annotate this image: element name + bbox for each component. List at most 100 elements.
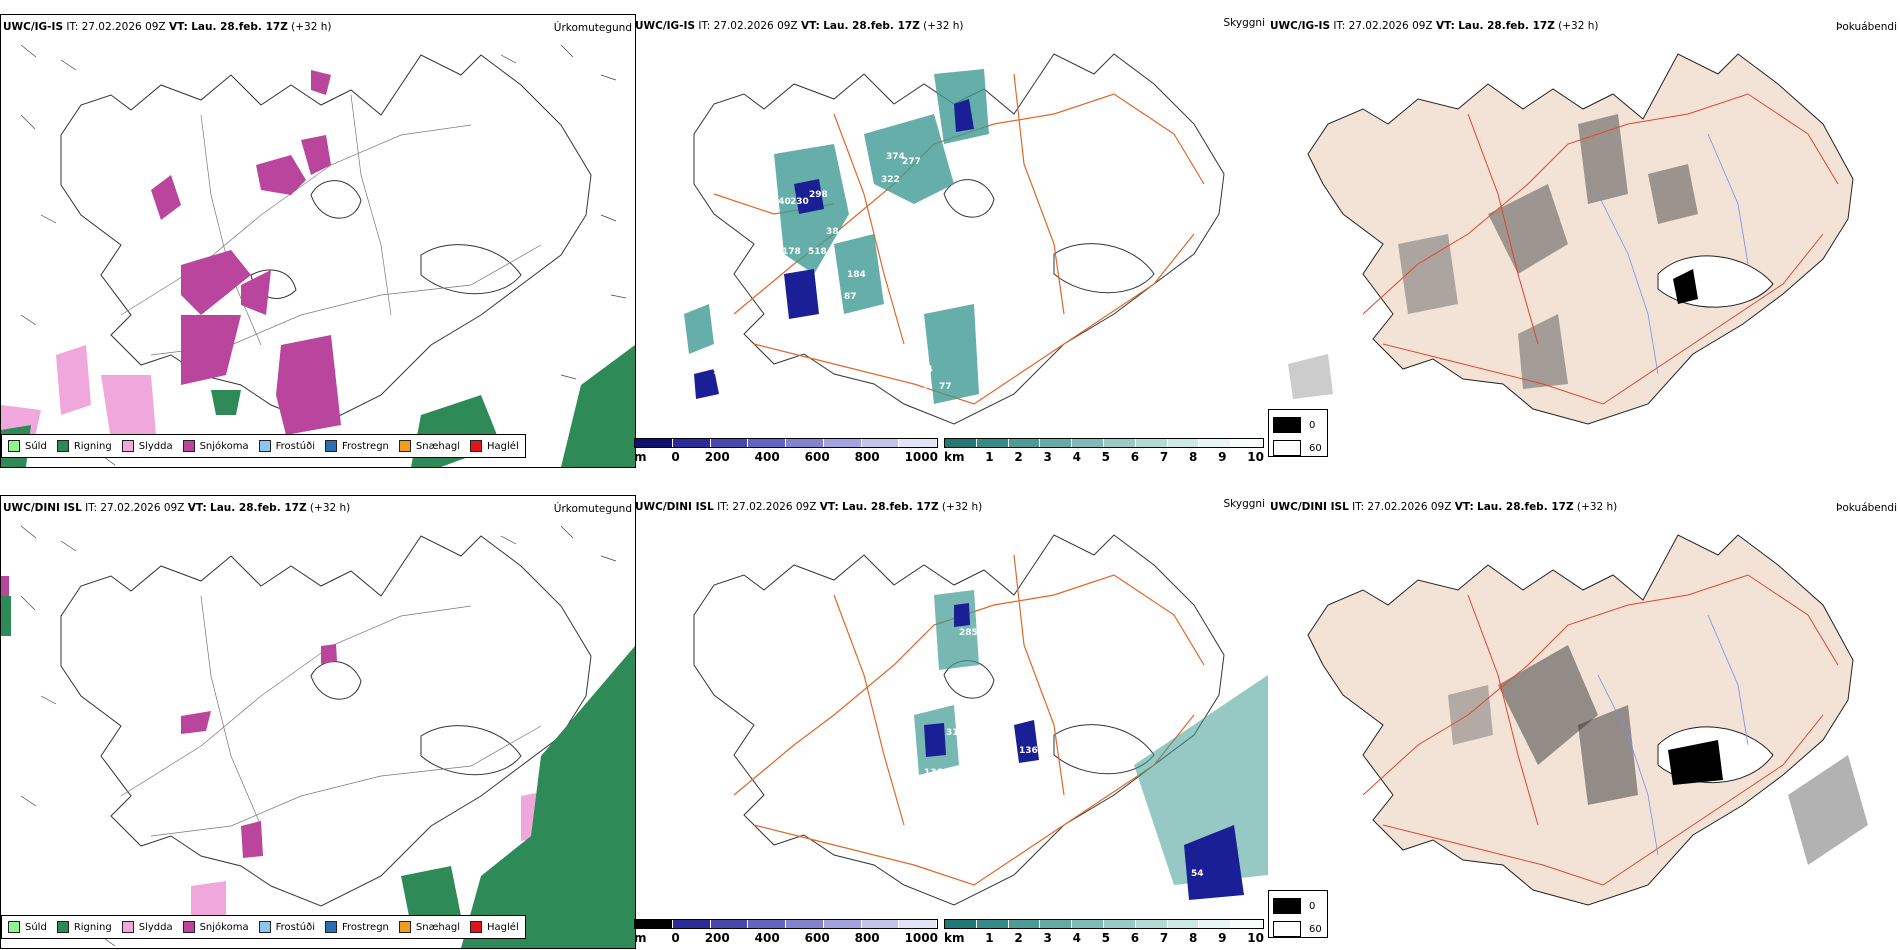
visibility-colorbar: km 1 2 3 4 5 6 7 8 9 10 xyxy=(944,919,1264,945)
unit-label: km xyxy=(944,931,965,945)
model-name: UWC/IG-IS xyxy=(635,20,696,32)
swatch-icon xyxy=(398,440,411,452)
legend-label: Snjókoma xyxy=(199,921,249,933)
vt-value: Lau. 28.feb. 17Z xyxy=(1458,20,1555,32)
rivers xyxy=(1597,614,1749,856)
tick-label: 9 xyxy=(1218,450,1227,464)
vt-value: Lau. 28.feb. 17Z xyxy=(191,21,288,33)
low-visibility-areas xyxy=(684,69,989,404)
it-value: 27.02.2026 09Z xyxy=(1348,20,1433,32)
tick-label: 800 xyxy=(854,931,880,945)
rivers xyxy=(1597,133,1749,375)
fog-panel-row2: UWC/DINI ISL IT: 27.02.2026 09Z VT: Lau.… xyxy=(1268,495,1900,947)
legend-label: Rigning xyxy=(73,440,112,452)
legend-label: Snæhagl xyxy=(415,440,461,452)
visibility-colorbar: km 1 2 3 4 5 6 7 8 9 10 xyxy=(944,438,1264,464)
tick-label: 8 xyxy=(1189,450,1198,464)
colorbar-gradient xyxy=(944,438,1264,448)
legend-item: Snjókoma xyxy=(182,440,249,452)
swatch-icon xyxy=(258,440,271,452)
swatch-icon xyxy=(325,440,337,452)
swatch-icon xyxy=(121,440,134,452)
iceland-precip-map-row1 xyxy=(1,44,635,467)
legend-value: 0 xyxy=(1309,419,1316,431)
value-label: 87 xyxy=(669,424,682,434)
swatch-icon xyxy=(258,921,271,933)
it-label: IT: xyxy=(1333,20,1346,32)
panel-title: Skyggni xyxy=(1223,17,1266,29)
model-name: UWC/DINI ISL xyxy=(1270,501,1349,513)
legend-item: Frostregn xyxy=(325,440,389,452)
value-label: 285 xyxy=(959,628,978,638)
precip-panel-row1: UWC/IG-IS IT: 27.02.2026 09Z VT: Lau. 28… xyxy=(0,14,636,468)
legend-label: Frostúði xyxy=(275,921,315,933)
legend-item: Frostregn xyxy=(325,921,389,933)
value-label: 184 xyxy=(914,365,933,375)
model-name: UWC/IG-IS xyxy=(1270,20,1331,32)
vt-label: VT: xyxy=(819,501,839,513)
tick-label: 7 xyxy=(1159,450,1169,464)
tick-label: 3 xyxy=(1043,450,1052,464)
it-label: IT: xyxy=(85,502,98,514)
value-label: 184 xyxy=(847,270,866,280)
coastline xyxy=(60,54,592,426)
legend-item: Slydda xyxy=(121,921,173,933)
iceland-fog-map-row1 xyxy=(1288,53,1854,425)
value-label: 113 xyxy=(909,387,928,397)
fog-legend: 0 60 xyxy=(1268,890,1328,938)
panel-header: UWC/DINI ISL IT: 27.02.2026 09Z VT: Lau.… xyxy=(635,501,982,514)
value-label: 136 xyxy=(1019,746,1038,756)
value-label: 122 xyxy=(945,833,964,843)
low-visibility-areas xyxy=(914,590,1268,900)
tick-label: 400 xyxy=(754,450,780,464)
panel-header: UWC/IG-IS IT: 27.02.2026 09Z VT: Lau. 28… xyxy=(635,20,964,33)
value-label: 374 xyxy=(886,152,905,162)
tick-label: 3 xyxy=(1043,931,1052,945)
tick-label: 4 xyxy=(1072,931,1081,945)
it-value: 27.02.2026 09Z xyxy=(81,21,166,33)
legend-item: Rigning xyxy=(56,440,112,452)
lead-time: (+32 h) xyxy=(941,501,983,513)
legend-value: 60 xyxy=(1309,923,1322,935)
iceland-visibility-map-row2: 285 780 73 52 315 136 122 136 54 xyxy=(693,534,1268,906)
iceland-precip-map-row2 xyxy=(1,525,635,948)
it-value: 27.02.2026 09Z xyxy=(713,20,798,32)
panel-header: UWC/DINI ISL IT: 27.02.2026 09Z VT: Lau.… xyxy=(1270,501,1617,514)
value-label: 780 xyxy=(879,678,898,688)
panel-title: Skyggni xyxy=(1223,498,1266,510)
tick-label: 5 xyxy=(1101,450,1111,464)
swatch-icon xyxy=(1273,440,1301,456)
it-label: IT: xyxy=(698,20,711,32)
value-label: 54 xyxy=(1191,869,1204,879)
rain-areas xyxy=(1,596,635,948)
tick-label: 1000 xyxy=(904,450,938,464)
lead-time: (+32 h) xyxy=(1576,501,1618,513)
legend-item: Rigning xyxy=(56,921,112,933)
legend-item: Snæhagl xyxy=(398,440,461,452)
vt-value: Lau. 28.feb. 17Z xyxy=(823,20,920,32)
swatch-icon xyxy=(398,921,411,933)
colorbar-labels: km 1 2 3 4 5 6 7 8 9 10 xyxy=(944,931,1264,945)
colorbar-labels: m 0 200 400 600 800 1000 xyxy=(634,450,938,464)
swatch-icon xyxy=(325,921,337,933)
colorbar-gradient xyxy=(634,438,938,448)
value-label: 136 xyxy=(924,768,943,778)
model-name: UWC/DINI ISL xyxy=(635,501,714,513)
height-colorbar: m 0 200 400 600 800 1000 xyxy=(634,919,938,945)
legend-item: Súld xyxy=(8,921,47,933)
tick-label: 800 xyxy=(854,450,880,464)
tick-label: 1 xyxy=(985,450,994,464)
tick-label: 400 xyxy=(754,931,780,945)
colorbar-gradient xyxy=(634,919,938,929)
value-label: 315 xyxy=(946,728,965,738)
tick-label: 10 xyxy=(1247,931,1264,945)
visibility-labels: 285 780 73 52 315 136 122 136 54 xyxy=(879,628,1204,879)
swatch-icon xyxy=(8,440,20,452)
panel-title: Þokuábendi xyxy=(1836,502,1897,514)
tick-label: 0 xyxy=(671,450,680,464)
it-label: IT: xyxy=(66,21,79,33)
it-value: 27.02.2026 09Z xyxy=(100,502,185,514)
fog-panel-row1: UWC/IG-IS IT: 27.02.2026 09Z VT: Lau. 28… xyxy=(1268,14,1900,466)
height-colorbar: m 0 200 400 600 800 1000 xyxy=(634,438,938,464)
vt-label: VT: xyxy=(168,21,188,33)
